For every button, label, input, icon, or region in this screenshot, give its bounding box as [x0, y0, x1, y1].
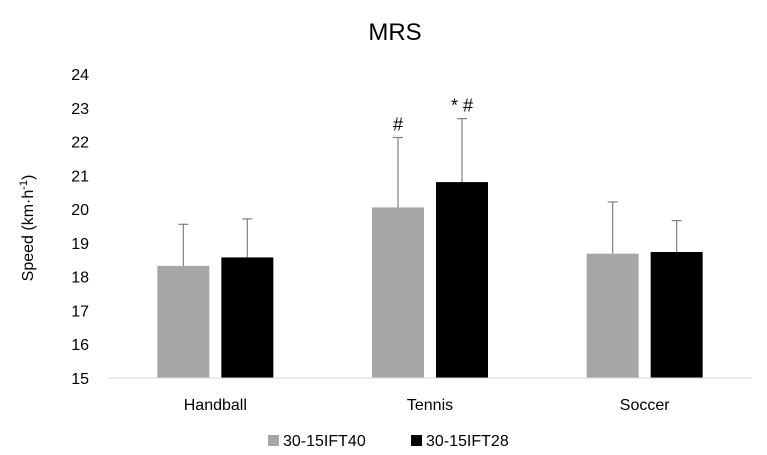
- bar-soccer-series-2: [650, 252, 703, 378]
- y-axis-label-text: Speed (km·h: [20, 190, 37, 282]
- y-tick-label: 22: [71, 135, 89, 152]
- y-tick-label: 24: [71, 67, 89, 84]
- y-tick-label: 19: [71, 236, 89, 253]
- bars: [157, 182, 703, 378]
- y-axis-ticks: 15 16 17 18 19 20 21 22 23 24: [71, 67, 89, 388]
- bar-tennis-series-1: [372, 207, 424, 378]
- significance-annotations: # * #: [393, 96, 473, 135]
- bar-tennis-series-2: [436, 182, 488, 378]
- x-tick-label: Soccer: [620, 397, 670, 414]
- svg-text:Speed (km·h-1): Speed (km·h-1): [18, 175, 37, 282]
- x-axis-category-labels: Handball Tennis Soccer: [184, 397, 670, 414]
- y-axis-label-close: ): [20, 175, 37, 180]
- error-bars: [178, 117, 682, 266]
- y-axis-label: Speed (km·h-1): [18, 175, 37, 282]
- y-tick-label: 16: [71, 337, 89, 354]
- y-tick-label: 15: [71, 371, 89, 388]
- y-tick-label: 17: [71, 303, 89, 320]
- legend: 30-15IFT40 30-15IFT28: [268, 433, 509, 450]
- significance-marker: #: [393, 115, 403, 135]
- x-tick-label: Tennis: [407, 397, 453, 414]
- y-axis-label-superscript: -1: [18, 180, 30, 190]
- bar-soccer-series-1: [586, 253, 639, 378]
- y-tick-label: 20: [71, 202, 89, 219]
- y-tick-label: 23: [71, 101, 89, 118]
- chart-title: MRS: [368, 19, 421, 46]
- x-tick-label: Handball: [184, 397, 247, 414]
- y-tick-label: 21: [71, 168, 89, 185]
- bar-handball-series-2: [221, 257, 274, 378]
- significance-marker: * #: [451, 96, 473, 116]
- legend-swatch-series-2: [411, 435, 422, 446]
- legend-label-series-2: 30-15IFT28: [426, 433, 509, 450]
- y-tick-label: 18: [71, 270, 89, 287]
- bar-handball-series-1: [157, 265, 210, 378]
- legend-label-series-1: 30-15IFT40: [283, 433, 366, 450]
- legend-swatch-series-1: [268, 435, 279, 446]
